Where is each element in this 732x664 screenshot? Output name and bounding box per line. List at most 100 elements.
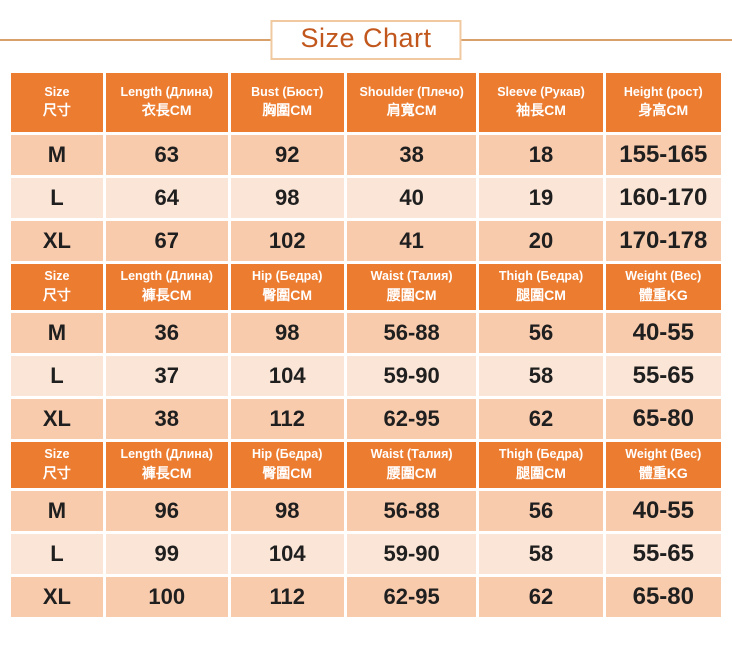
size-cell: L bbox=[8, 353, 106, 399]
table-row-l: L 99 104 59-90 58 55-65 bbox=[8, 531, 725, 577]
value-cell: 98 bbox=[227, 488, 347, 534]
header-cjk: 褲長CM bbox=[141, 286, 192, 303]
header-en: Height (рост) bbox=[623, 84, 703, 99]
header-cjk: 褲長CM bbox=[141, 464, 192, 481]
value-cell: 56 bbox=[476, 310, 606, 356]
value-cell: 160-170 bbox=[602, 175, 725, 221]
header-cjk: 袖長CM bbox=[516, 102, 566, 119]
header-cell-bust: Bust (Бюст) 胸圍CM bbox=[227, 70, 347, 135]
value-cell: 55-65 bbox=[602, 531, 725, 577]
header-cjk: 臀圍CM bbox=[262, 464, 313, 481]
size-cell: L bbox=[8, 175, 106, 221]
header-en: Waist (Талия) bbox=[370, 447, 453, 462]
header-en: Bust (Бюст) bbox=[251, 84, 324, 99]
value-cell: 104 bbox=[227, 531, 347, 577]
header-cjk: 腿圍CM bbox=[516, 464, 566, 481]
value-cell: 59-90 bbox=[343, 353, 480, 399]
header-row: Size 尺寸 Length (Длина) 褲長CM Hip (Бедра) 臀圍C… bbox=[8, 261, 725, 313]
header-cell-hip: Hip (Бедра) 臀圍CM bbox=[227, 261, 347, 313]
header-en: Thigh (Бедра) bbox=[498, 269, 584, 284]
size-chart-tables: Size 尺寸 Length (Длина) 衣長CM Bust (Бюст) 胸圍C… bbox=[8, 70, 725, 620]
header-cell-height: Height (рост) 身高CM bbox=[602, 70, 725, 135]
value-cell: 112 bbox=[227, 574, 347, 620]
header-en: Length (Длина) bbox=[120, 269, 213, 284]
header-en: Size bbox=[44, 269, 70, 284]
header-cjk: 體重KG bbox=[638, 464, 688, 481]
value-cell: 62 bbox=[476, 574, 606, 620]
value-cell: 65-80 bbox=[602, 396, 725, 442]
value-cell: 37 bbox=[102, 353, 231, 399]
header-cjk: 尺寸 bbox=[42, 102, 71, 119]
table-row-m: M 63 92 38 18 155-165 bbox=[8, 132, 725, 178]
size-cell: M bbox=[8, 488, 106, 534]
value-cell: 65-80 bbox=[602, 574, 725, 620]
value-cell: 36 bbox=[102, 310, 231, 356]
value-cell: 62-95 bbox=[343, 574, 480, 620]
value-cell: 98 bbox=[227, 310, 347, 356]
header-cell-waist: Waist (Талия) 腰圍CM bbox=[343, 439, 480, 491]
value-cell: 67 bbox=[102, 218, 231, 264]
header-en: Length (Длина) bbox=[120, 447, 213, 462]
value-cell: 99 bbox=[102, 531, 231, 577]
header-cjk: 衣長CM bbox=[141, 102, 192, 119]
header-en: Shoulder (Плечо) bbox=[359, 84, 464, 99]
size-cell: XL bbox=[8, 574, 106, 620]
value-cell: 55-65 bbox=[602, 353, 725, 399]
value-cell: 38 bbox=[102, 396, 231, 442]
table-row-m: M 36 98 56-88 56 40-55 bbox=[8, 310, 725, 356]
header-row: Size 尺寸 Length (Длина) 褲長CM Hip (Бедра) 臀圍C… bbox=[8, 439, 725, 491]
header-en: Weight (Вес) bbox=[625, 447, 702, 462]
header-cjk: 尺寸 bbox=[42, 286, 71, 303]
table-row-m: M 96 98 56-88 56 40-55 bbox=[8, 488, 725, 534]
value-cell: 58 bbox=[476, 353, 606, 399]
table-row-xl: XL 67 102 41 20 170-178 bbox=[8, 218, 725, 264]
header-cjk: 肩寬CM bbox=[386, 102, 437, 119]
title-section: Size Chart bbox=[0, 0, 732, 70]
value-cell: 59-90 bbox=[343, 531, 480, 577]
value-cell: 40-55 bbox=[602, 310, 725, 356]
page-title: Size Chart bbox=[270, 20, 462, 60]
size-chart-table-top: Size 尺寸 Length (Длина) 衣長CM Bust (Бюст) 胸圍C… bbox=[8, 70, 725, 264]
size-cell: M bbox=[8, 132, 106, 178]
header-cell-size: Size 尺寸 bbox=[8, 261, 106, 313]
header-cjk: 體重KG bbox=[638, 286, 688, 303]
value-cell: 62 bbox=[476, 396, 606, 442]
header-cell-thigh: Thigh (Бедра) 腿圍CM bbox=[476, 261, 606, 313]
header-cell-length: Length (Длина) 衣長CM bbox=[102, 70, 231, 135]
header-en: Hip (Бедра) bbox=[252, 447, 323, 462]
size-chart-table-middle: Size 尺寸 Length (Длина) 褲長CM Hip (Бедра) 臀圍C… bbox=[8, 261, 725, 442]
header-cell-weight: Weight (Вес) 體重KG bbox=[602, 261, 725, 313]
value-cell: 104 bbox=[227, 353, 347, 399]
size-chart-table-bottom: Size 尺寸 Length (Длина) 褲長CM Hip (Бедра) 臀圍C… bbox=[8, 439, 725, 620]
table-row-l: L 64 98 40 19 160-170 bbox=[8, 175, 725, 221]
value-cell: 56-88 bbox=[343, 488, 480, 534]
header-cjk: 腰圍CM bbox=[386, 286, 437, 303]
header-cell-sleeve: Sleeve (Рукав) 袖長CM bbox=[476, 70, 606, 135]
value-cell: 41 bbox=[343, 218, 480, 264]
header-cjk: 身高CM bbox=[638, 102, 689, 119]
size-cell: L bbox=[8, 531, 106, 577]
value-cell: 58 bbox=[476, 531, 606, 577]
value-cell: 170-178 bbox=[602, 218, 725, 264]
value-cell: 112 bbox=[227, 396, 347, 442]
header-en: Length (Длина) bbox=[120, 84, 213, 99]
header-cjk: 臀圍CM bbox=[262, 286, 313, 303]
header-cjk: 腰圍CM bbox=[386, 464, 437, 481]
value-cell: 92 bbox=[227, 132, 347, 178]
header-en: Size bbox=[44, 84, 70, 99]
table-row-xl: XL 100 112 62-95 62 65-80 bbox=[8, 574, 725, 620]
header-cell-size: Size 尺寸 bbox=[8, 70, 106, 135]
value-cell: 100 bbox=[102, 574, 231, 620]
header-en: Size bbox=[44, 447, 70, 462]
value-cell: 18 bbox=[476, 132, 606, 178]
table-row-xl: XL 38 112 62-95 62 65-80 bbox=[8, 396, 725, 442]
header-cell-size: Size 尺寸 bbox=[8, 439, 106, 491]
header-cell-length: Length (Длина) 褲長CM bbox=[102, 439, 231, 491]
header-row: Size 尺寸 Length (Длина) 衣長CM Bust (Бюст) 胸圍C… bbox=[8, 70, 725, 135]
value-cell: 20 bbox=[476, 218, 606, 264]
value-cell: 19 bbox=[476, 175, 606, 221]
header-cell-thigh: Thigh (Бедра) 腿圍CM bbox=[476, 439, 606, 491]
header-cell-weight: Weight (Вес) 體重KG bbox=[602, 439, 725, 491]
header-cell-length: Length (Длина) 褲長CM bbox=[102, 261, 231, 313]
value-cell: 38 bbox=[343, 132, 480, 178]
